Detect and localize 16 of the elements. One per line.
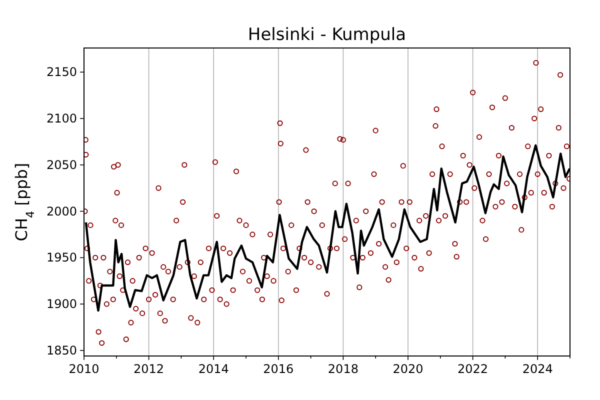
x-tick-label: 2022	[458, 362, 488, 376]
y-tick-label: 2150	[46, 65, 77, 80]
y-tick-label: 2100	[46, 112, 77, 126]
x-tick-label: 2020	[392, 362, 424, 376]
x-tick-label: 2018	[328, 362, 358, 376]
x-tick-label: 2012	[134, 362, 164, 376]
y-tick-label: 1900	[46, 297, 77, 312]
y-tick-label: 1950	[46, 250, 77, 265]
y-tick-label: 2000	[46, 204, 77, 218]
chart-title: Helsinki - Kumpula	[248, 25, 406, 45]
x-tick-label: 2014	[198, 362, 229, 376]
x-tick-label: 2010	[68, 362, 100, 376]
x-tick-label: 2016	[263, 362, 294, 376]
x-tick-label: 2024	[522, 362, 553, 376]
y-tick-label: 2050	[46, 158, 77, 172]
y-tick-label: 1850	[46, 343, 77, 358]
